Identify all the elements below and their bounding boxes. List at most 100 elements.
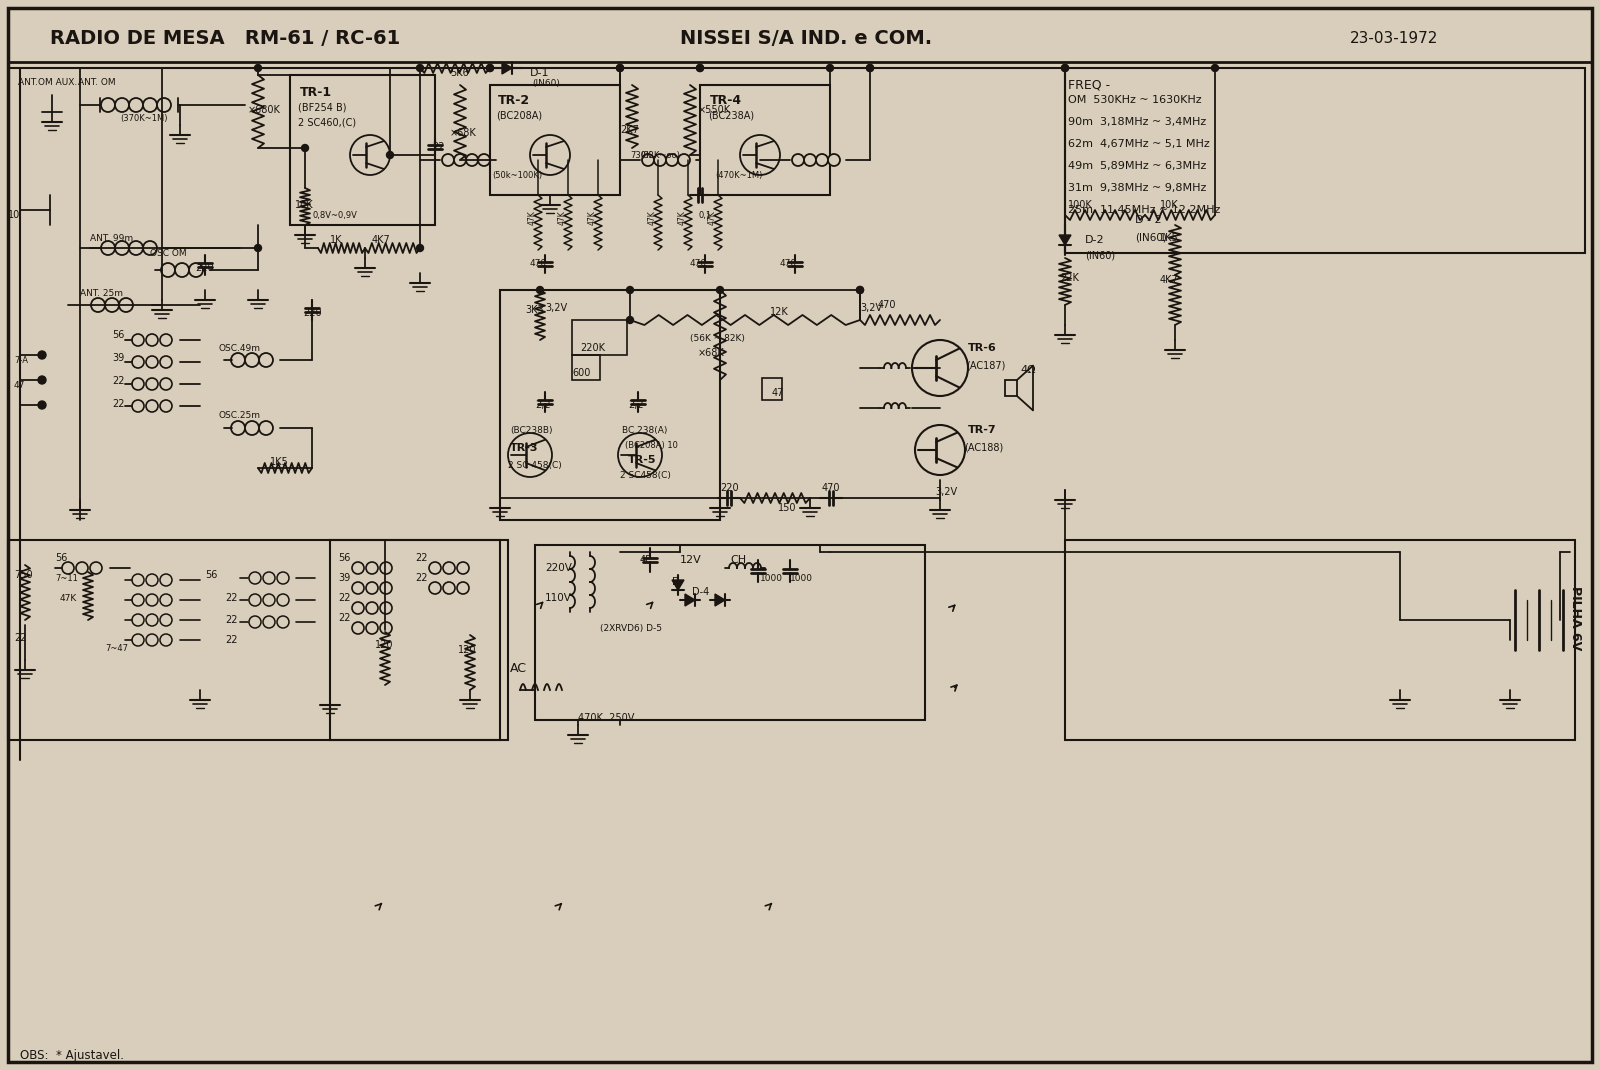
Circle shape bbox=[627, 287, 634, 293]
Text: 5K6: 5K6 bbox=[450, 68, 469, 78]
Circle shape bbox=[133, 635, 144, 646]
Bar bbox=[701, 85, 830, 195]
Text: 220V: 220V bbox=[546, 563, 571, 574]
Text: D-1: D-1 bbox=[530, 68, 549, 78]
Circle shape bbox=[146, 574, 158, 586]
Text: 47K: 47K bbox=[558, 211, 566, 226]
Circle shape bbox=[38, 401, 46, 409]
Text: (82K~oo): (82K~oo) bbox=[640, 151, 680, 159]
Text: (AC188): (AC188) bbox=[963, 442, 1003, 452]
Circle shape bbox=[133, 594, 144, 606]
Text: AC: AC bbox=[510, 661, 526, 674]
Text: 56: 56 bbox=[205, 570, 218, 580]
Circle shape bbox=[133, 356, 144, 368]
Text: NISSEI S/A IND. e COM.: NISSEI S/A IND. e COM. bbox=[680, 29, 933, 47]
Circle shape bbox=[250, 572, 261, 584]
Text: OSC.25m: OSC.25m bbox=[218, 411, 261, 419]
Text: TR-5: TR-5 bbox=[629, 455, 656, 465]
Bar bbox=[1066, 540, 1574, 740]
Text: PILHA 6V: PILHA 6V bbox=[1568, 586, 1581, 651]
Circle shape bbox=[133, 574, 144, 586]
Text: 600: 600 bbox=[573, 368, 590, 378]
Text: 220: 220 bbox=[720, 483, 739, 493]
Circle shape bbox=[230, 353, 245, 367]
Polygon shape bbox=[672, 580, 685, 590]
Circle shape bbox=[717, 287, 723, 293]
Circle shape bbox=[77, 562, 88, 574]
Circle shape bbox=[1061, 64, 1069, 72]
Text: 47: 47 bbox=[773, 388, 784, 398]
Text: 3,2V: 3,2V bbox=[934, 487, 957, 496]
Text: 47K: 47K bbox=[678, 211, 686, 226]
Circle shape bbox=[146, 594, 158, 606]
Circle shape bbox=[160, 614, 173, 626]
Circle shape bbox=[160, 378, 173, 389]
Text: 10K: 10K bbox=[294, 200, 314, 210]
Text: TR-7: TR-7 bbox=[968, 425, 997, 435]
Text: 1K: 1K bbox=[330, 235, 342, 245]
Text: 470: 470 bbox=[690, 259, 707, 268]
Circle shape bbox=[696, 64, 704, 72]
Circle shape bbox=[616, 64, 624, 72]
Text: TR-6: TR-6 bbox=[968, 343, 997, 353]
Text: BC 238(A): BC 238(A) bbox=[622, 426, 667, 434]
Circle shape bbox=[115, 241, 130, 255]
Circle shape bbox=[627, 317, 634, 323]
Text: 470: 470 bbox=[530, 259, 547, 268]
Circle shape bbox=[146, 400, 158, 412]
Text: OBS:  * Ajustavel.: OBS: * Ajustavel. bbox=[21, 1049, 125, 1061]
Text: 10: 10 bbox=[8, 210, 21, 220]
Text: ×550K: ×550K bbox=[698, 105, 731, 114]
Text: 22: 22 bbox=[338, 593, 350, 603]
Text: D-4: D-4 bbox=[693, 587, 709, 597]
Text: 1K5: 1K5 bbox=[270, 457, 288, 467]
Text: 22: 22 bbox=[112, 399, 125, 409]
Text: ANT. 99m: ANT. 99m bbox=[90, 233, 133, 243]
Bar bbox=[330, 540, 501, 740]
Text: (2XRVD6) D-5: (2XRVD6) D-5 bbox=[600, 624, 662, 632]
Circle shape bbox=[666, 154, 678, 166]
Circle shape bbox=[115, 98, 130, 112]
Circle shape bbox=[130, 98, 142, 112]
Text: 22: 22 bbox=[112, 376, 125, 386]
Circle shape bbox=[616, 64, 624, 72]
Text: 750: 750 bbox=[14, 570, 32, 580]
Circle shape bbox=[38, 351, 46, 360]
Circle shape bbox=[160, 594, 173, 606]
Text: (56K ~ 82K): (56K ~ 82K) bbox=[690, 334, 746, 342]
Text: 2 SC460,(C): 2 SC460,(C) bbox=[298, 117, 357, 127]
Text: 47K: 47K bbox=[61, 594, 77, 602]
Text: (BF254 B): (BF254 B) bbox=[298, 102, 347, 112]
Circle shape bbox=[160, 356, 173, 368]
Circle shape bbox=[101, 241, 115, 255]
Circle shape bbox=[130, 241, 142, 255]
Circle shape bbox=[867, 64, 874, 72]
Circle shape bbox=[146, 378, 158, 389]
Circle shape bbox=[352, 602, 365, 614]
Text: OSC.49m: OSC.49m bbox=[218, 343, 261, 352]
Text: FREQ -: FREQ - bbox=[1069, 78, 1110, 92]
Text: 1K5: 1K5 bbox=[1160, 233, 1179, 243]
Text: 100K: 100K bbox=[1069, 200, 1093, 210]
Text: (BC208A): (BC208A) bbox=[496, 110, 542, 120]
Text: 12V: 12V bbox=[680, 555, 702, 565]
Circle shape bbox=[827, 64, 834, 72]
Text: 3,2V: 3,2V bbox=[546, 303, 566, 314]
Circle shape bbox=[106, 299, 118, 312]
Circle shape bbox=[366, 602, 378, 614]
Text: 22: 22 bbox=[432, 142, 445, 152]
Text: 3K3: 3K3 bbox=[525, 305, 544, 315]
Circle shape bbox=[90, 562, 102, 574]
Circle shape bbox=[142, 241, 157, 255]
Circle shape bbox=[262, 572, 275, 584]
Circle shape bbox=[146, 356, 158, 368]
Circle shape bbox=[856, 287, 864, 293]
Text: TR-2: TR-2 bbox=[498, 93, 530, 107]
Circle shape bbox=[118, 299, 133, 312]
Text: 470: 470 bbox=[781, 259, 797, 268]
Circle shape bbox=[160, 400, 173, 412]
Text: 4Ω: 4Ω bbox=[1021, 365, 1035, 374]
Circle shape bbox=[250, 616, 261, 628]
Circle shape bbox=[254, 64, 261, 72]
Polygon shape bbox=[502, 62, 512, 74]
